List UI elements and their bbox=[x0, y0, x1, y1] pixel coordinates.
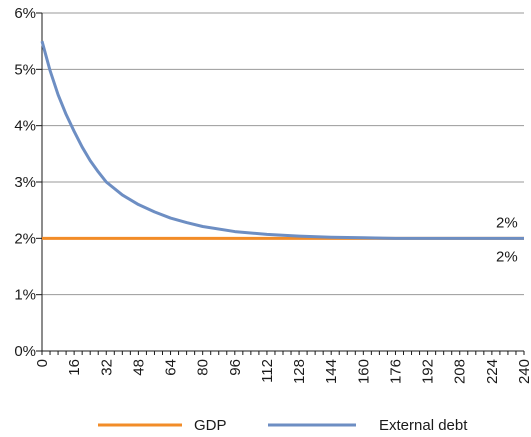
x-tick-label: 144 bbox=[323, 359, 340, 384]
series-lines bbox=[40, 40, 524, 240]
x-tick-label: 176 bbox=[387, 359, 404, 384]
x-tick-label: 64 bbox=[163, 359, 180, 376]
x-tick-label: 80 bbox=[195, 359, 212, 376]
y-tick-label: 4% bbox=[14, 118, 36, 135]
x-tick-label: 112 bbox=[259, 359, 276, 383]
x-tick-label: 0 bbox=[34, 359, 51, 367]
legend: GDP External debt bbox=[98, 417, 468, 434]
y-tick-label: 1% bbox=[14, 287, 36, 304]
y-tick-label: 2% bbox=[14, 230, 36, 247]
axes bbox=[36, 12, 525, 355]
x-tick-label: 16 bbox=[66, 359, 83, 376]
x-tick-label: 32 bbox=[98, 359, 115, 376]
x-tick-label: 128 bbox=[291, 359, 308, 384]
series-line-external-debt bbox=[40, 40, 524, 240]
y-tick-label: 5% bbox=[14, 61, 36, 78]
labels: 0% 1% 2% 3% 4% 5% 6% 0 16 32 48 64 80 96 112 128 144 160 1… bbox=[14, 5, 531, 384]
y-tick-label: 6% bbox=[14, 5, 36, 22]
x-tick-label: 224 bbox=[484, 359, 501, 384]
x-tick-label: 48 bbox=[130, 359, 147, 376]
legend-label-external-debt: External debt bbox=[379, 417, 468, 434]
x-tick-label: 160 bbox=[355, 359, 372, 384]
x-tick-label: 240 bbox=[516, 359, 531, 384]
end-label-external-debt: 2% bbox=[496, 248, 518, 265]
x-tick-label: 96 bbox=[227, 359, 244, 376]
legend-label-gdp: GDP bbox=[194, 417, 227, 434]
x-tick-label: 208 bbox=[452, 359, 469, 384]
end-label-gdp: 2% bbox=[496, 214, 518, 231]
gridlines bbox=[42, 12, 524, 296]
x-tick-label: 192 bbox=[420, 359, 437, 384]
y-tick-label: 3% bbox=[14, 174, 36, 191]
y-tick-label: 0% bbox=[14, 343, 36, 360]
